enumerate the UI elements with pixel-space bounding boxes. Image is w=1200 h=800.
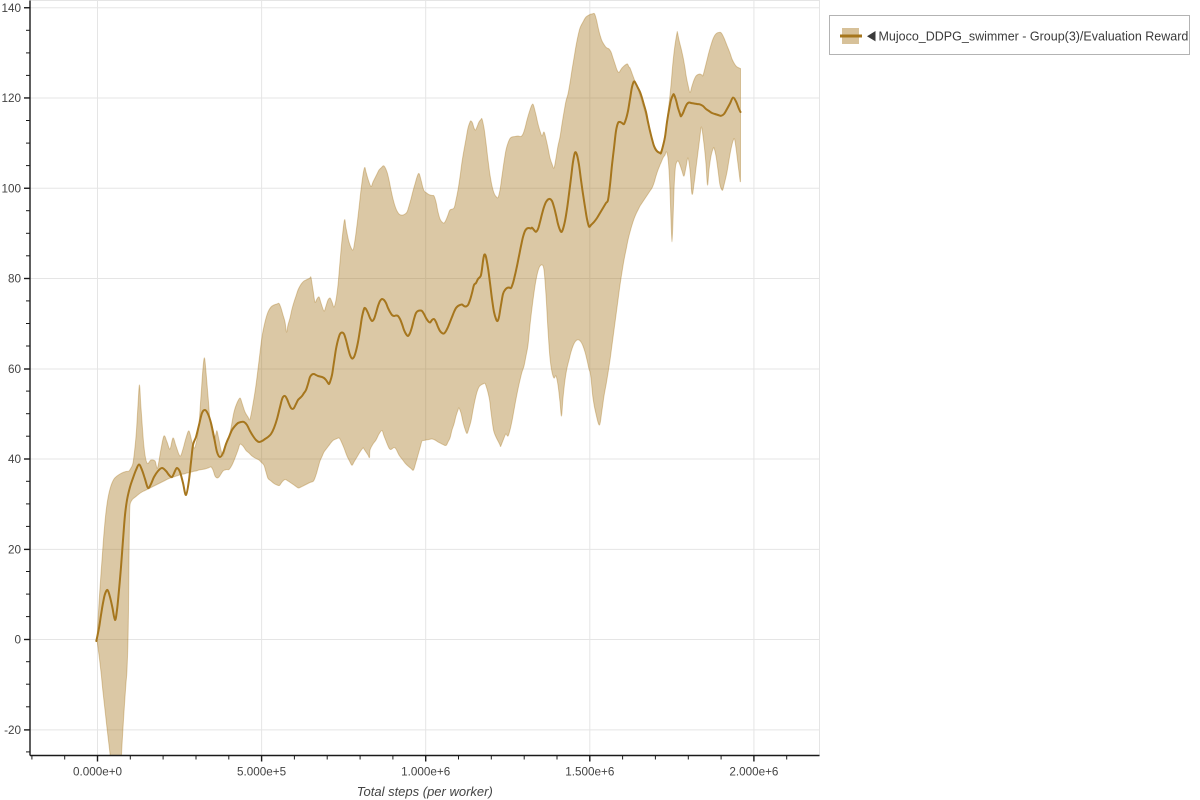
svg-text:40: 40 [8, 453, 22, 466]
svg-text:80: 80 [8, 273, 22, 286]
svg-text:140: 140 [1, 2, 21, 15]
svg-text:0: 0 [14, 634, 21, 647]
svg-text:60: 60 [8, 363, 22, 376]
svg-text:Mujoco_DDPG_swimmer - Group(3): Mujoco_DDPG_swimmer - Group(3)/Evaluatio… [879, 30, 1189, 44]
svg-text:5.000e+5: 5.000e+5 [237, 766, 287, 779]
svg-text:0.000e+0: 0.000e+0 [73, 766, 123, 779]
svg-text:1.000e+6: 1.000e+6 [401, 766, 450, 779]
svg-text:120: 120 [1, 92, 21, 105]
svg-text:-20: -20 [4, 724, 21, 737]
svg-text:100: 100 [1, 182, 21, 195]
svg-text:2.000e+6: 2.000e+6 [729, 766, 778, 779]
svg-text:Total steps (per worker): Total steps (per worker) [357, 784, 493, 799]
svg-text:1.500e+6: 1.500e+6 [565, 766, 614, 779]
svg-text:20: 20 [8, 544, 22, 557]
